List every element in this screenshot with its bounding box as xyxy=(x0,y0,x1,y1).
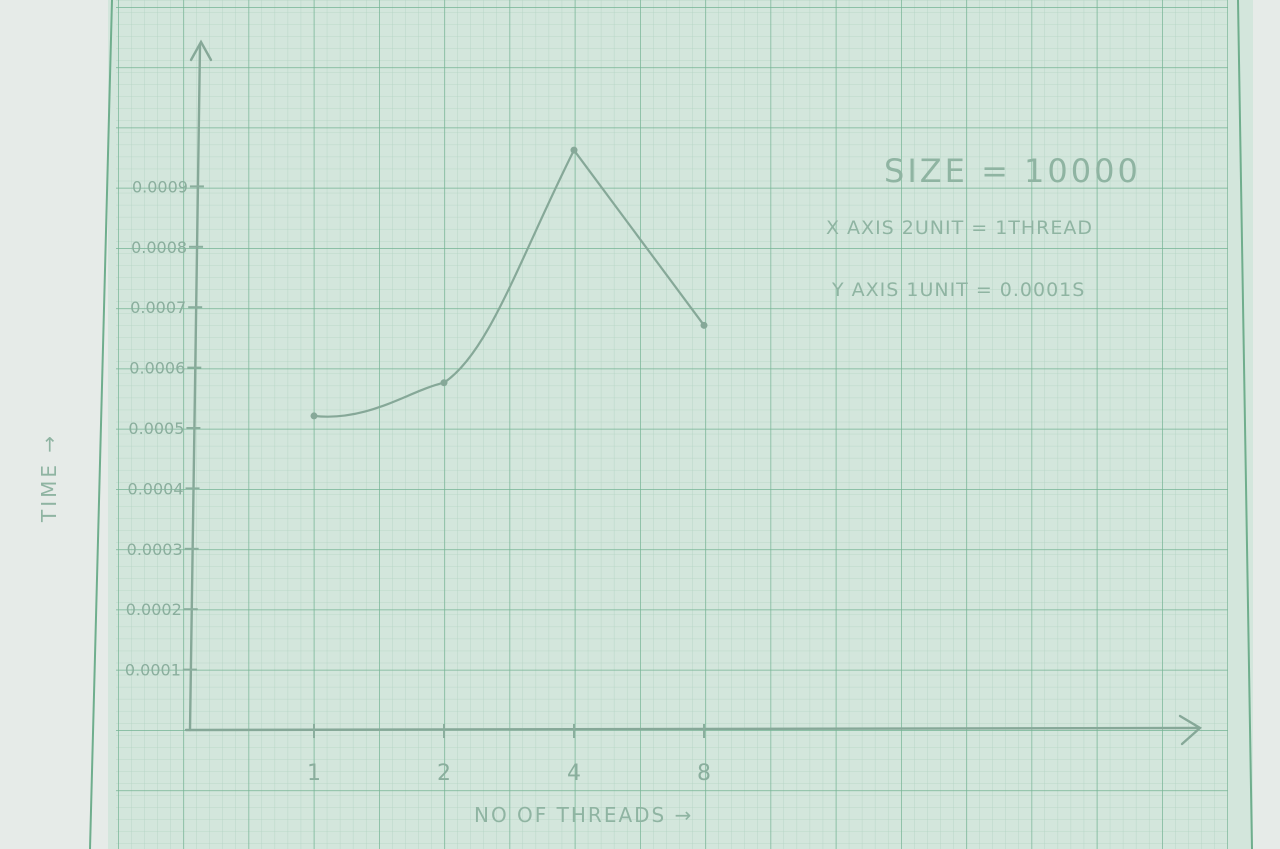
y-axis xyxy=(188,43,202,732)
x-axis-arrow xyxy=(1178,714,1203,746)
data-point xyxy=(570,146,578,154)
y-tick-label: 0.0001 xyxy=(125,661,181,680)
x-axis-ticks: 1 2 4 8 xyxy=(307,724,711,786)
x-tick-label: 4 xyxy=(567,761,581,786)
series-layer xyxy=(310,146,708,420)
x-tick-label: 8 xyxy=(697,761,711,786)
y-axis-arrow xyxy=(189,39,213,62)
data-point xyxy=(310,412,318,420)
x-axis-label: NO OF THREADS → xyxy=(474,803,693,827)
data-point xyxy=(440,379,448,387)
y-tick-label: 0.0007 xyxy=(130,298,186,317)
graph-paper xyxy=(89,0,1253,849)
y-tick-label: 0.0004 xyxy=(128,479,184,498)
y-tick-label: 0.0009 xyxy=(132,177,188,196)
y-tick-label: 0.0003 xyxy=(127,540,183,559)
y-axis-ticks: 0.0001 0.0002 0.0003 0.0004 0.0005 0.0006 0.00… xyxy=(125,177,204,680)
x-tick-label: 2 xyxy=(437,761,451,786)
y-scale-annotation: Y AXIS 1UNIT = 0.0001S xyxy=(831,279,1085,301)
y-tick-label: 0.0002 xyxy=(126,600,182,619)
x-tick-label: 1 xyxy=(307,761,321,786)
y-tick-label: 0.0006 xyxy=(129,359,185,378)
series-line xyxy=(313,149,705,418)
x-scale-annotation: X AXIS 2UNIT = 1THREAD xyxy=(826,217,1093,239)
data-point xyxy=(700,321,708,329)
x-axis xyxy=(184,726,1200,732)
axes xyxy=(184,39,1203,746)
y-tick-label: 0.0005 xyxy=(128,419,184,438)
y-tick-label: 0.0008 xyxy=(131,238,187,257)
size-annotation: SIZE = 10000 xyxy=(884,152,1141,190)
y-axis-label: TIME → xyxy=(37,433,61,523)
